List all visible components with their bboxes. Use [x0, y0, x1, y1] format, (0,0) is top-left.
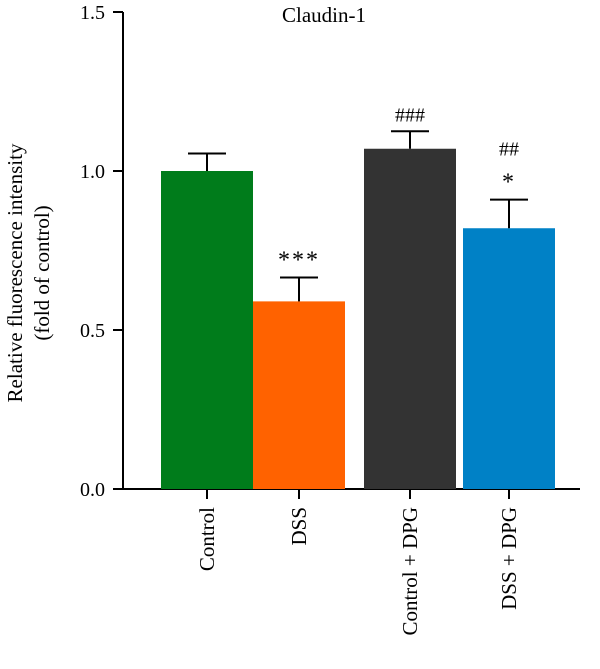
y-axis-label-line-1: Relative fluorescence intensity — [3, 143, 27, 402]
y-tick-label: 0.5 — [80, 320, 105, 342]
x-tick-label: DSS + DPG — [497, 507, 521, 610]
plot-area: 0.0 0.5 1.0 1.5 Control DSS *** Control + DPG ##… — [80, 2, 580, 636]
y-axis-label-line-2: (fold of control) — [30, 205, 54, 340]
x-tick-label: Control + DPG — [398, 507, 422, 636]
bar-control — [161, 171, 253, 489]
bar-dss — [253, 301, 345, 489]
x-tick-label: Control — [195, 507, 219, 571]
y-tick-label: 0.0 — [80, 479, 105, 501]
significance-label: *** — [278, 248, 320, 274]
significance-label: * — [502, 170, 516, 196]
chart-title: Claudin-1 — [282, 3, 366, 27]
y-tick-label: 1.5 — [80, 2, 105, 24]
y-tick-label: 1.0 — [80, 161, 105, 183]
significance-label: ## — [499, 139, 519, 161]
x-tick-label: DSS — [287, 507, 311, 546]
significance-label: ### — [395, 104, 425, 126]
bar-control-dpg — [364, 148, 456, 490]
bar-dss-dpg — [463, 228, 555, 490]
